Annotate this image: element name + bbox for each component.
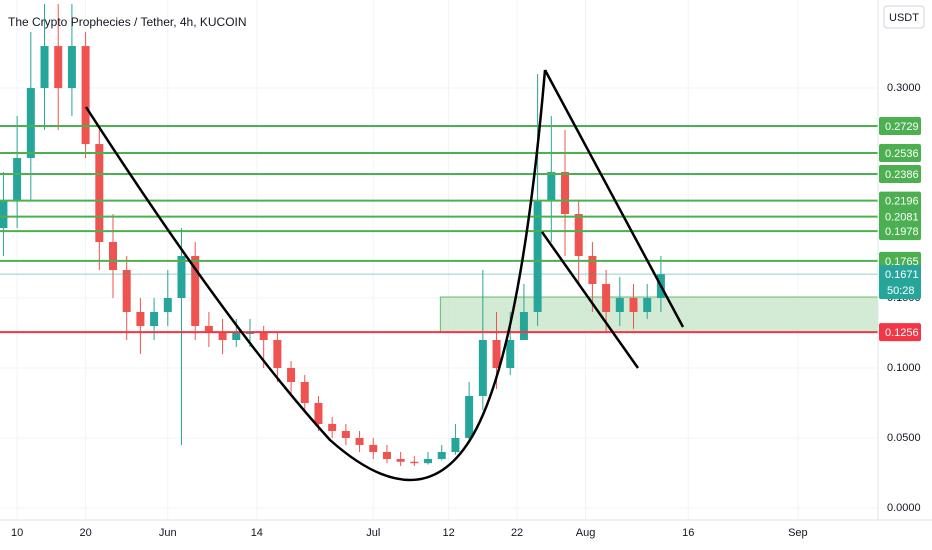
level-label-bg [879,207,921,226]
level-label-bg [879,116,921,135]
y-tick-label: 0.1000 [887,362,921,374]
level-label: 0.2386 [885,169,919,181]
candle-body [232,332,241,340]
axis-layer: 0.00000.05000.10000.15000.30001020Jun14J… [11,82,921,539]
x-tick-label: Jun [159,527,177,539]
level-label: 0.1256 [885,327,919,339]
candle-body [533,200,542,312]
candle-body [26,88,35,159]
candle-body [150,312,159,326]
y-tick-label: 0.3000 [887,82,921,94]
x-tick-label: 22 [511,527,523,539]
candle-body [245,332,254,334]
level-label: 0.1765 [885,256,919,268]
level-label-bg [879,191,921,210]
level-label-bg [879,164,921,183]
candle-body [122,270,131,312]
trend-line [543,69,685,328]
candle-body [287,367,296,382]
candle-body [506,339,515,368]
candle-body [451,437,460,452]
drawings [84,69,685,482]
zone-layer [439,296,878,333]
y-tick-label: 0.0500 [887,432,921,444]
cup-curve [84,69,547,482]
trend-line [540,231,640,369]
currency-label[interactable]: USDT [889,12,919,24]
candle-body [40,46,49,89]
candle-body [177,256,186,299]
candle-body [574,214,583,257]
candle-body [519,312,528,340]
candle-body [95,144,104,243]
level-label-bg [879,143,921,162]
candle-body [588,256,597,285]
candle-body [0,200,8,229]
countdown-label: 50:28 [887,285,915,297]
candle-body [341,430,350,438]
level-layer [0,124,878,334]
last-price-label: 0.1671 [885,269,919,281]
candle-body [643,298,652,312]
candle-body [410,461,419,464]
chart-title: The Crypto Prophecies / Tether, 4h, KUCO… [8,15,247,29]
level-label: 0.2196 [885,195,919,207]
candle-body [163,298,172,312]
candle-body [218,332,227,340]
candle-body [355,437,364,445]
last-price-bg [879,265,921,300]
level-label: 0.2536 [885,148,919,160]
candle-body [204,325,213,333]
candle-body [492,339,501,368]
x-tick-label: 20 [79,527,91,539]
x-tick-label: Aug [576,527,596,539]
candle-body [369,444,378,452]
candle-body [191,256,200,326]
level-label-bg [879,222,921,241]
candle-body [561,172,570,215]
candle-body [437,451,446,459]
candle-body [67,46,76,89]
zone [439,296,878,333]
x-tick-label: 12 [442,527,454,539]
level-label: 0.1978 [885,226,919,238]
level-label: 0.2081 [885,212,919,224]
candle-body [109,242,118,271]
currency-button[interactable] [883,5,925,29]
candle-body [602,284,611,312]
candle-body [629,298,638,312]
candle-body [424,458,433,464]
candle-body [259,332,268,340]
x-tick-label: 16 [682,527,694,539]
y-tick-label: 0.0000 [887,502,921,514]
candle-body [382,451,391,459]
x-tick-label: 10 [11,527,23,539]
candle-body [396,458,405,462]
candle-body [81,46,90,145]
candle-body [547,172,556,201]
candle-body [314,402,323,424]
candle-body [615,298,624,312]
candle-body [465,395,474,438]
candle-body [13,158,22,201]
candle-body [54,46,63,89]
candle-body [136,312,145,326]
candle-body [300,381,309,403]
x-tick-label: 14 [251,527,263,539]
x-tick-label: Sep [788,527,808,539]
level-label-bg [879,323,921,342]
candle-body [478,339,487,396]
x-tick-label: Jul [366,527,380,539]
candle-body [273,339,282,368]
level-label: 0.2729 [885,121,919,133]
candle-body [328,423,337,431]
